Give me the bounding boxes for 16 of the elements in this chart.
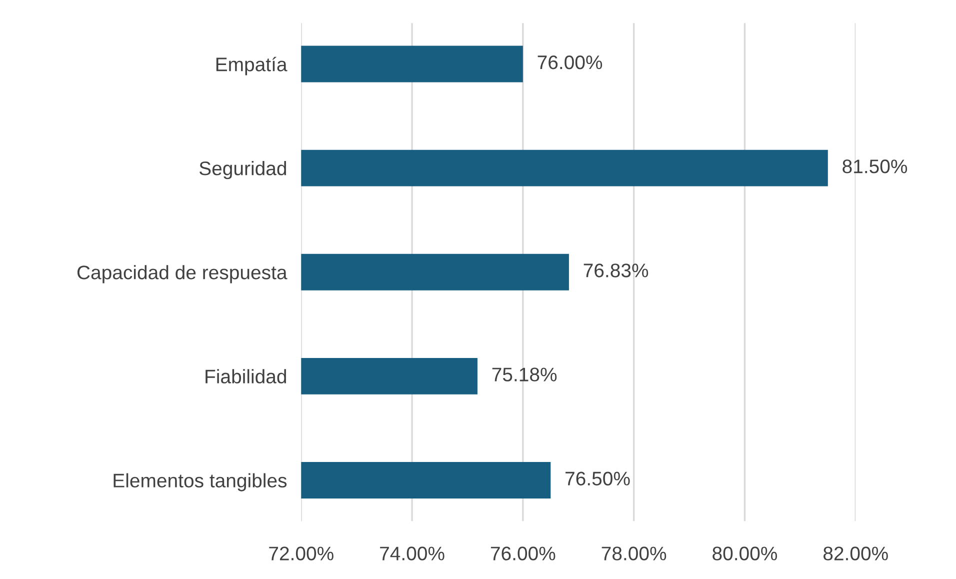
data-label: 76.50% [566, 472, 630, 486]
x-tick-label: 72.00% [269, 546, 334, 560]
x-tick-label: 78.00% [602, 546, 666, 560]
data-label: 76.83% [584, 264, 648, 278]
y-tick-label: Elementos tangibles [114, 473, 287, 492]
x-tick-label: 76.00% [490, 546, 556, 560]
x-tick-label: 82.00% [823, 546, 888, 560]
y-tick-label: Capacidad de respuesta [77, 265, 288, 284]
data-label: 81.50% [842, 160, 908, 174]
y-tick-label: Empatía [216, 56, 288, 76]
x-tick-label: 80.00% [712, 546, 778, 560]
x-tick-label: 74.00% [380, 546, 444, 560]
y-tick-label: Seguridad [199, 161, 286, 180]
data-label: 75.18% [492, 368, 557, 382]
data-label: 76.00% [538, 55, 602, 70]
y-tick-label: Fiabilidad [206, 369, 286, 384]
